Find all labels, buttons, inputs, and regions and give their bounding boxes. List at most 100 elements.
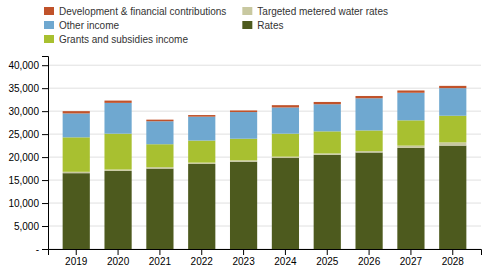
bar (314, 102, 341, 104)
bar (397, 93, 424, 121)
y-tick-label: 10,000 (8, 198, 39, 209)
x-tick: 2026 (358, 249, 381, 267)
x-tick-label: 2027 (400, 256, 423, 267)
bar (439, 88, 466, 116)
bar (146, 144, 173, 167)
x-tick: 2028 (442, 249, 465, 267)
bar (146, 120, 173, 122)
bar (397, 120, 424, 145)
y-tick-label: 5,000 (14, 221, 39, 232)
x-tick-label: 2019 (65, 256, 88, 267)
y-tick-mark (42, 249, 48, 250)
legend-swatch (242, 21, 252, 29)
y-tick-mark (42, 65, 48, 66)
x-tick: 2019 (65, 249, 88, 267)
x-tick-label: 2022 (191, 256, 214, 267)
bar (272, 158, 299, 249)
bar (104, 171, 131, 249)
bar (104, 134, 131, 170)
bar (439, 116, 466, 143)
x-tick-mark (327, 249, 328, 255)
legend-item: Targeted metered water rates (242, 6, 388, 17)
y-tick-label: 15,000 (8, 175, 39, 186)
bar (146, 169, 173, 249)
y-tick-label: 40,000 (8, 60, 39, 71)
bar (397, 148, 424, 249)
x-tick: 2022 (191, 249, 214, 267)
y-tick-mark (42, 134, 48, 135)
bar (104, 101, 131, 103)
bar (63, 111, 90, 113)
x-tick: 2025 (316, 249, 339, 267)
bar-series (63, 86, 467, 121)
y-tick-mark (42, 226, 48, 227)
y-tick: 10,000 (8, 198, 48, 209)
y-tick-label: 25,000 (8, 129, 39, 140)
legend-label: Other income (59, 20, 119, 31)
bar (439, 86, 466, 88)
grid (48, 65, 481, 249)
y-axis-line (42, 57, 49, 250)
y-tick-label: - (36, 244, 39, 255)
x-axis: 2019202020212022202320242025202620272028 (49, 249, 482, 267)
y-tick: 30,000 (8, 106, 48, 117)
grid-line (48, 88, 481, 89)
bar (314, 104, 341, 131)
bar (355, 153, 382, 250)
bar (104, 170, 131, 171)
bar (230, 110, 257, 112)
bar (188, 141, 215, 163)
y-tick-label: 30,000 (8, 106, 39, 117)
bar (188, 164, 215, 249)
x-tick-label: 2026 (358, 256, 381, 267)
plot: 2019202020212022202320242025202620272028… (8, 57, 481, 268)
bar (230, 139, 257, 161)
bar (272, 107, 299, 133)
bars (63, 86, 467, 249)
chart: 2019202020212022202320242025202620272028… (0, 0, 493, 273)
bar (63, 137, 90, 171)
bar (188, 115, 215, 117)
bar (439, 146, 466, 249)
legend-label: Rates (257, 20, 283, 31)
y-axis: - 5,000 10,000 15,000 20,000 25,000 30,000 35,0… (8, 57, 48, 255)
legend-item: Grants and subsidies income (44, 34, 188, 45)
bar-series (63, 88, 467, 144)
bar (188, 163, 215, 164)
bar (355, 96, 382, 98)
grid-line (48, 65, 481, 66)
bar (397, 90, 424, 92)
x-tick-mark (243, 249, 244, 255)
y-tick-mark (42, 157, 48, 158)
x-tick-mark (410, 249, 411, 255)
bar (63, 172, 90, 173)
y-tick-label: 20,000 (8, 152, 39, 163)
bar (439, 142, 466, 145)
legend-item: Other income (44, 20, 119, 31)
bar (355, 98, 382, 130)
legend-label: Development & financial contributions (59, 6, 226, 17)
legend-item: Development & financial contributions (44, 6, 226, 17)
legend-label: Targeted metered water rates (257, 6, 388, 17)
x-tick-mark (285, 249, 286, 255)
y-tick: 40,000 (8, 60, 48, 71)
bar (314, 131, 341, 153)
y-tick-label: 35,000 (8, 83, 39, 94)
legend-swatch (44, 35, 54, 43)
bar (104, 103, 131, 134)
legend-label: Grants and subsidies income (59, 34, 188, 45)
bar (272, 105, 299, 107)
bar (63, 173, 90, 249)
y-tick: 20,000 (8, 152, 48, 163)
x-tick-mark (159, 249, 160, 255)
bar (272, 134, 299, 157)
legend: Development & financial contributions Oth… (44, 6, 388, 45)
x-tick-label: 2025 (316, 256, 339, 267)
x-tick-mark (76, 249, 77, 255)
legend-item: Rates (242, 20, 283, 31)
x-tick: 2024 (274, 249, 297, 267)
bar (146, 167, 173, 168)
legend-swatch (242, 7, 252, 15)
x-tick-label: 2028 (442, 256, 465, 267)
x-tick: 2020 (107, 249, 130, 267)
